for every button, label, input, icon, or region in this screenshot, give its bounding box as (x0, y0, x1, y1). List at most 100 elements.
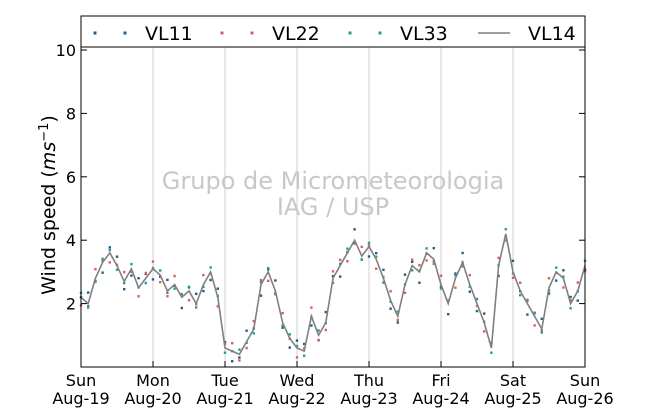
legend-marker-vl33-a (348, 31, 352, 35)
point-vl33-36 (339, 262, 342, 266)
x-tick-label-date-4: Aug-23 (340, 389, 397, 408)
point-vl11-43 (389, 307, 392, 310)
point-vl22-24 (252, 319, 255, 323)
point-vl11-46 (411, 260, 414, 264)
point-vl33-41 (375, 255, 378, 258)
y-tick-label-6: 6 (66, 168, 76, 187)
point-vl22-7 (130, 270, 133, 274)
series-vl14-line (80, 233, 586, 356)
point-vl11-25 (259, 294, 263, 297)
point-vl11-10 (151, 278, 155, 281)
point-vl22-21 (231, 341, 234, 345)
point-vl11-45 (403, 273, 407, 276)
point-vl22-13 (173, 274, 176, 278)
point-vl22-56 (483, 330, 486, 333)
legend-label-vl22: VL22 (272, 23, 320, 45)
x-tick-label-day-3: Wed (280, 371, 315, 390)
point-vl11-16 (195, 292, 198, 296)
point-vl11-6 (123, 287, 126, 291)
point-vl11-19 (216, 287, 219, 290)
point-vl22-48 (425, 259, 428, 262)
point-vl22-32 (310, 306, 313, 309)
point-vl33-12 (166, 291, 169, 295)
point-vl33-26 (267, 266, 270, 270)
point-vl11-27 (274, 279, 277, 282)
point-vl33-29 (288, 333, 291, 336)
point-vl33-67 (562, 275, 565, 278)
point-vl11-3 (101, 271, 104, 274)
point-vl22-11 (159, 281, 162, 284)
point-vl33-4 (108, 248, 111, 252)
point-vl33-63 (533, 311, 536, 314)
point-vl22-55 (475, 304, 479, 308)
point-vl11-7 (130, 274, 133, 277)
x-tick-label-date-1: Aug-20 (124, 389, 181, 408)
point-vl22-36 (339, 258, 342, 262)
point-vl22-34 (324, 328, 327, 332)
point-vl22-28 (281, 311, 284, 315)
x-tick-label-date-3: Aug-22 (268, 389, 325, 408)
point-vl22-61 (519, 281, 522, 284)
legend-label-vl14: VL14 (528, 23, 576, 45)
point-vl22-41 (375, 267, 378, 270)
point-vl11-55 (475, 309, 479, 313)
point-vl11-53 (461, 251, 464, 255)
y-tick-label-4: 4 (66, 231, 76, 250)
point-vl33-14 (180, 293, 183, 296)
x-tick-label-day-1: Mon (136, 371, 170, 390)
point-vl11-54 (468, 290, 471, 293)
axis-ticks: 246810SunAug-19MonAug-20TueAug-21WedAug-… (52, 41, 613, 408)
point-vl22-1 (87, 306, 90, 309)
point-vl11-58 (497, 274, 500, 278)
x-tick-label-day-5: Fri (431, 371, 450, 390)
point-vl33-15 (187, 286, 191, 289)
point-vl33-38 (353, 241, 356, 245)
series-vl33 (79, 227, 587, 357)
point-vl33-16 (195, 306, 198, 309)
point-vl11-38 (353, 228, 356, 231)
point-vl22-10 (151, 260, 155, 263)
point-vl11-49 (432, 246, 435, 250)
point-vl22-49 (432, 262, 435, 266)
point-vl22-43 (389, 290, 392, 293)
point-vl11-44 (396, 321, 399, 324)
point-vl33-50 (439, 287, 443, 290)
point-vl33-53 (461, 265, 464, 268)
point-vl33-17 (202, 285, 205, 289)
point-vl33-25 (259, 281, 263, 284)
series-vl11 (79, 228, 587, 363)
y-tick-label-2: 2 (66, 295, 76, 314)
point-vl11-52 (454, 272, 457, 275)
x-tick-label-day-7: Sun (570, 371, 600, 390)
legend: VL11 VL22 VL33 VL14 (80, 15, 586, 48)
point-vl33-22 (238, 348, 241, 351)
point-vl33-52 (454, 273, 457, 277)
point-vl11-40 (367, 255, 371, 258)
point-vl11-26 (267, 268, 270, 271)
point-vl11-47 (418, 281, 421, 284)
y-tick-label-10: 10 (56, 41, 76, 60)
point-vl11-41 (375, 251, 378, 255)
point-vl11-35 (331, 274, 335, 278)
point-vl33-40 (367, 241, 371, 245)
point-vl11-20 (223, 340, 227, 344)
point-vl33-18 (209, 266, 212, 269)
point-vl33-51 (447, 299, 450, 302)
point-vl33-55 (475, 297, 479, 301)
point-vl33-28 (281, 324, 284, 327)
point-vl22-19 (216, 305, 219, 308)
point-vl33-31 (303, 354, 306, 357)
x-tick-label-date-7: Aug-26 (556, 389, 613, 408)
point-vl11-67 (562, 269, 565, 272)
y-tick-label-8: 8 (66, 104, 76, 123)
point-vl22-45 (403, 291, 407, 294)
point-vl33-37 (346, 247, 349, 250)
point-vl11-21 (231, 360, 234, 363)
point-vl11-65 (547, 292, 551, 295)
point-vl33-33 (317, 329, 320, 332)
point-vl11-36 (339, 275, 342, 278)
x-tick-label-day-6: Sat (500, 371, 526, 390)
point-vl22-52 (454, 286, 457, 289)
point-vl22-68 (569, 299, 572, 302)
legend-box (80, 15, 586, 48)
